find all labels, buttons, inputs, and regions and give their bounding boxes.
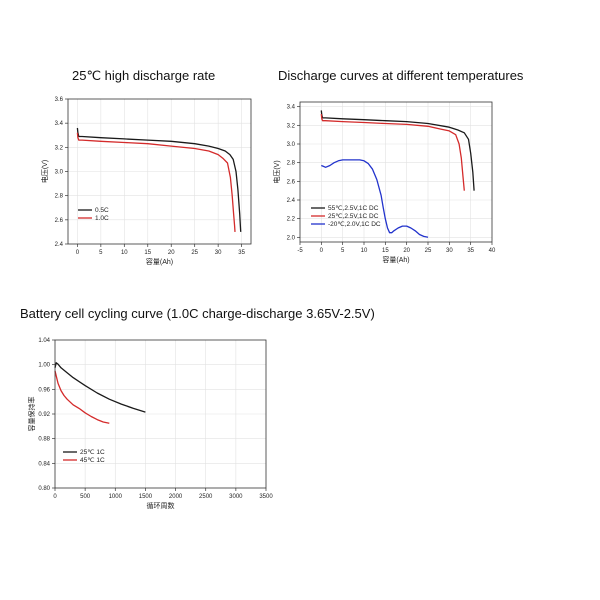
chart-3-legend-label: 45℃ 1C	[80, 457, 105, 464]
chart-1-x-tick-label: 35	[238, 250, 245, 256]
chart-3-x-tick-label: 1000	[109, 494, 123, 500]
chart-2-y-tick-label: 2.2	[287, 217, 296, 223]
chart-3-y-tick-label: 0.80	[38, 486, 50, 492]
chart-1-x-tick-label: 5	[99, 250, 103, 256]
chart-1-y-tick-label: 2.8	[55, 194, 64, 200]
chart-1: 0 5 10 15 20 25 30 35 2.4 2.6 2.8 3.0 3.2 3.4 3.6 容量(Ah…	[40, 97, 252, 266]
chart-1-x-axis-label: 容量(Ah)	[146, 257, 173, 266]
chart-2-legend-label: 25℃,2.5V,1C DC	[328, 213, 379, 220]
chart-2-legend-label: 55℃,2.5V,1C DC	[328, 205, 379, 212]
chart-2-y-axis-label: 电压(V)	[272, 160, 281, 183]
chart-2-x-tick-label: 30	[446, 248, 453, 254]
chart-3-x-tick-label: 0	[53, 494, 57, 500]
chart-2-x-tick-label: 5	[341, 248, 345, 254]
chart-1-x-tick-label: 10	[121, 250, 128, 256]
chart-2-plot-frame	[299, 101, 493, 243]
chart-1-x-tick-label: 20	[168, 250, 175, 256]
chart-2-y-tick-label: 2.0	[287, 235, 296, 241]
chart-3-x-axis-label: 循环周数	[147, 501, 175, 510]
chart-3-series-line-1	[54, 362, 146, 413]
chart-1-x-tick-label: 25	[191, 250, 198, 256]
chart-2-x-tick-label: 25	[425, 248, 432, 254]
chart-1-y-tick-label: 3.0	[55, 170, 64, 176]
chart-1-legend: 0.5C1.0C	[78, 207, 109, 222]
chart-1-y-tick-label: 3.2	[55, 145, 64, 151]
chart-3-y-tick-label: 0.96	[38, 387, 50, 393]
chart-2-x-tick-label: 20	[403, 248, 410, 254]
chart-2-x-tick-label: 0	[320, 248, 324, 254]
chart-2-y-tick-label: 2.8	[287, 161, 296, 167]
chart-3-series-line-2	[54, 370, 110, 424]
chart-2-legend-label: -20℃,2.0V,1C DC	[328, 221, 381, 228]
chart-2-x-tick-label: 40	[489, 248, 496, 254]
chart-2-series-line-1	[320, 110, 475, 191]
chart-3-title: Battery cell cycling curve (1.0C charge-…	[20, 306, 375, 321]
chart-3: 0 500 1000 1500 2000 2500 3000 3500 0.80 0.84 0.88…	[27, 338, 273, 510]
chart-3-legend-label: 25℃ 1C	[80, 449, 105, 456]
chart-3-y-tick-label: 1.04	[38, 338, 50, 344]
chart-3-x-tick-label: 1500	[139, 494, 153, 500]
chart-1-series-line-1	[76, 127, 242, 232]
chart-2-x-tick-label: 35	[467, 248, 474, 254]
chart-1-series-line-2	[76, 132, 236, 232]
chart-1-title: 25℃ high discharge rate	[72, 68, 216, 83]
chart-2-title: Discharge curves at different temperatur…	[278, 68, 524, 83]
chart-3-y-tick-label: 0.84	[38, 461, 50, 467]
chart-3-y-tick-label: 1.00	[38, 363, 50, 369]
chart-1-y-tick-label: 3.6	[55, 97, 64, 103]
chart-2-y-tick-label: 3.0	[287, 142, 296, 148]
chart-1-x-tick-label: 30	[215, 250, 222, 256]
chart-3-y-tick-label: 0.88	[38, 437, 50, 443]
chart-1-y-tick-label: 2.4	[55, 242, 64, 248]
chart-1-y-tick-label: 2.6	[55, 218, 64, 224]
chart-2-x-axis-label: 容量(Ah)	[382, 255, 409, 264]
chart-3-x-tick-label: 3000	[229, 494, 243, 500]
chart-2-y-tick-label: 2.4	[287, 198, 296, 204]
chart-2-x-tick-label: 10	[361, 248, 368, 254]
chart-3-y-axis-label: 容量保持率	[27, 397, 36, 432]
chart-1-x-tick-label: 0	[76, 250, 80, 256]
chart-3-x-tick-label: 3500	[259, 494, 273, 500]
chart-3-y-tick-label: 0.92	[38, 412, 50, 418]
chart-2-x-tick-label: -5	[297, 248, 303, 254]
chart-2-x-tick-label: 15	[382, 248, 389, 254]
chart-3-x-tick-label: 2000	[169, 494, 183, 500]
chart-1-y-tick-label: 3.4	[55, 121, 64, 127]
chart-1-legend-label: 0.5C	[95, 207, 109, 214]
chart-2-y-tick-label: 3.4	[287, 105, 296, 111]
chart-1-y-axis-label: 电压(V)	[40, 160, 49, 183]
chart-2-series-line-2	[320, 114, 465, 191]
chart-1-x-tick-label: 15	[144, 250, 151, 256]
chart-2: -5 0 5 10 15 20 25 30 35 40 2.0 2.2 2.4 2.6 2.8 3.0 3.2 3…	[272, 101, 496, 264]
chart-2-y-tick-label: 2.6	[287, 179, 296, 185]
chart-2-series-line-3	[321, 159, 429, 238]
chart-2-y-tick-label: 3.2	[287, 123, 296, 129]
chart-3-x-tick-label: 2500	[199, 494, 213, 500]
chart-3-x-tick-label: 500	[80, 494, 91, 500]
chart-1-legend-label: 1.0C	[95, 215, 109, 222]
